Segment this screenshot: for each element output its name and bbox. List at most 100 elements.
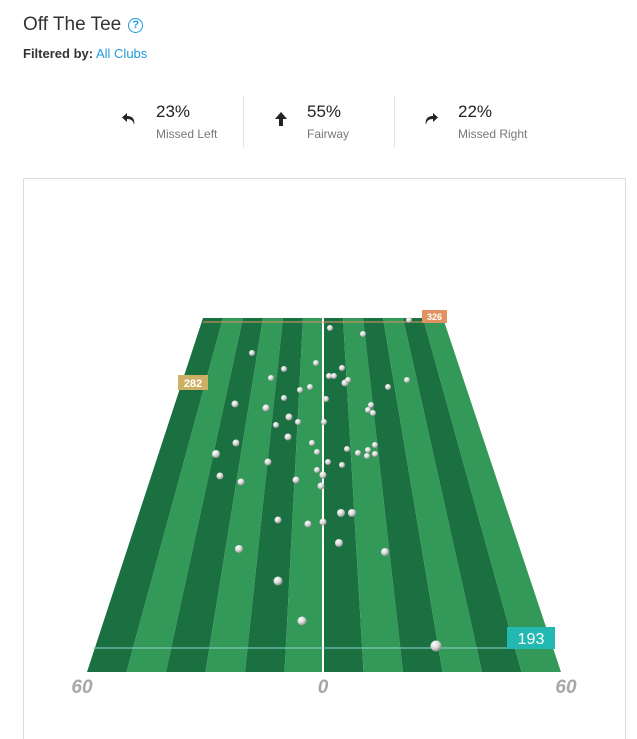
fairway-stripe xyxy=(403,318,522,672)
filter-label: Filtered by: xyxy=(23,46,94,61)
fairway-stripe xyxy=(383,318,482,672)
shot-ball xyxy=(297,387,303,393)
stat-fairway-percent: 55% xyxy=(307,102,342,121)
max-distance-marker-bg xyxy=(422,310,447,323)
fairway-stripe xyxy=(87,318,223,672)
shot-ball xyxy=(231,400,239,408)
shot-balls xyxy=(212,317,442,652)
axis-right-label: 60 xyxy=(555,677,577,698)
shot-ball xyxy=(232,439,240,447)
mid-distance-marker: 282 xyxy=(178,375,208,390)
shot-ball xyxy=(360,331,366,337)
shot-ball xyxy=(317,482,325,490)
curve-right-arrow-icon xyxy=(425,113,438,125)
shot-ball xyxy=(345,377,351,383)
fairway-stripe xyxy=(126,318,243,672)
shot-ball xyxy=(430,640,442,652)
fairway-stripe xyxy=(245,318,303,672)
fairway-stripe xyxy=(323,318,364,672)
curve-left-arrow-icon xyxy=(122,113,135,125)
shot-ball xyxy=(385,384,391,390)
shot-ball xyxy=(304,520,312,528)
shot-ball xyxy=(285,413,293,421)
shot-ball xyxy=(372,451,378,457)
fairway-stripes xyxy=(87,318,561,672)
shot-ball xyxy=(292,476,300,484)
shot-ball xyxy=(372,442,378,448)
shot-ball xyxy=(339,462,345,468)
shot-ball xyxy=(273,576,283,586)
shot-ball xyxy=(364,453,370,459)
mid-distance-marker-bg xyxy=(178,375,208,390)
help-icon[interactable]: ? xyxy=(128,17,144,33)
max-distance-label: 326 xyxy=(427,312,442,322)
stat-divider xyxy=(394,96,395,148)
shot-ball xyxy=(370,410,376,416)
shot-ball xyxy=(309,440,315,446)
shot-ball xyxy=(314,467,320,473)
shot-ball xyxy=(319,471,327,479)
stat-fairway: 55% Fairway xyxy=(307,102,349,141)
shot-ball xyxy=(264,458,272,466)
filter-summary: Filtered by: All Clubs xyxy=(23,46,147,61)
shot-ball xyxy=(216,472,224,480)
shot-ball xyxy=(313,360,319,366)
page-title: Off The Tee ? xyxy=(23,14,144,36)
shot-ball xyxy=(406,317,412,323)
filter-link-all-clubs[interactable]: All Clubs xyxy=(95,46,148,61)
shot-ball xyxy=(321,419,327,425)
shot-ball xyxy=(365,407,371,413)
stat-missed-right-label: Missed Right xyxy=(458,127,528,141)
shot-ball xyxy=(365,447,371,453)
mid-distance-label: 282 xyxy=(184,378,202,390)
shot-ball xyxy=(337,509,345,517)
fairway-stripe xyxy=(166,318,263,672)
min-distance-label: 193 xyxy=(518,631,545,648)
shot-ball xyxy=(335,539,343,547)
min-distance-marker-bg xyxy=(507,627,555,649)
shot-ball xyxy=(339,365,345,371)
shot-ball xyxy=(326,373,332,379)
shot-ball xyxy=(331,373,337,379)
page-title-text: Off The Tee xyxy=(23,14,122,35)
shot-ball xyxy=(284,433,292,441)
stat-missed-right-percent: 22% xyxy=(458,102,493,121)
shot-ball xyxy=(314,449,320,455)
shot-ball xyxy=(262,404,270,412)
shot-ball xyxy=(249,350,255,356)
shot-ball xyxy=(281,366,287,372)
fairway-stripe xyxy=(343,318,403,672)
shot-ball xyxy=(404,377,410,383)
stat-missed-right: 22% Missed Right xyxy=(458,102,527,141)
shot-ball xyxy=(235,545,243,553)
fairway-stripe xyxy=(363,318,443,672)
shot-ball xyxy=(327,325,333,331)
shot-ball xyxy=(295,419,301,425)
shot-ball xyxy=(212,450,220,458)
shot-ball xyxy=(323,396,329,402)
stat-fairway-label: Fairway xyxy=(307,127,350,141)
shot-ball xyxy=(348,509,356,517)
fairway-stripe xyxy=(423,318,561,672)
shot-ball xyxy=(368,402,374,408)
fairway-stripe xyxy=(284,318,324,672)
shot-ball xyxy=(307,384,313,390)
min-distance-marker: 193 xyxy=(507,627,555,649)
up-arrow-icon xyxy=(275,112,287,126)
stat-missed-left: 23% Missed Left xyxy=(156,102,217,141)
shot-ball xyxy=(273,422,279,428)
stat-missed-left-label: Missed Left xyxy=(156,127,218,141)
shot-ball xyxy=(381,548,389,556)
shot-ball xyxy=(325,459,331,465)
shot-ball xyxy=(237,478,245,486)
stat-divider xyxy=(243,96,244,148)
shot-ball xyxy=(274,516,282,524)
shot-ball xyxy=(344,446,350,452)
shot-ball xyxy=(281,395,287,401)
max-distance-marker: 326 xyxy=(422,310,447,323)
shot-ball xyxy=(319,518,327,526)
axis-center-label: 0 xyxy=(318,677,329,698)
axis-left-label: 60 xyxy=(71,677,93,698)
shot-ball xyxy=(297,616,307,626)
